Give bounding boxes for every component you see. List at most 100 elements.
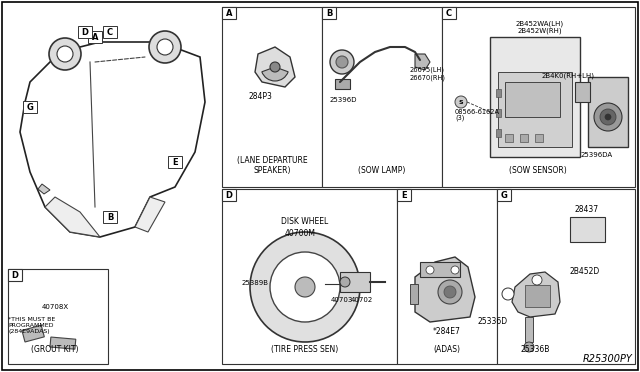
Polygon shape bbox=[255, 47, 295, 87]
Text: B: B bbox=[326, 9, 332, 17]
Polygon shape bbox=[38, 184, 50, 194]
Bar bbox=[410, 284, 418, 304]
Circle shape bbox=[605, 114, 611, 120]
Bar bbox=[222, 189, 397, 364]
Circle shape bbox=[157, 39, 173, 55]
Text: C: C bbox=[446, 9, 452, 17]
Text: 26675(LH): 26675(LH) bbox=[410, 66, 445, 73]
Text: 25389B: 25389B bbox=[242, 280, 269, 286]
Text: (LANE DEPARTURE
SPEAKER): (LANE DEPARTURE SPEAKER) bbox=[237, 155, 307, 175]
Text: D: D bbox=[81, 28, 88, 36]
Bar bbox=[442, 7, 456, 19]
Bar bbox=[397, 189, 497, 364]
Circle shape bbox=[502, 288, 514, 300]
Polygon shape bbox=[415, 54, 430, 70]
Text: *THIS MUST BE
PROGRAMMED
(284E9ADAS): *THIS MUST BE PROGRAMMED (284E9ADAS) bbox=[8, 317, 55, 334]
Circle shape bbox=[49, 38, 81, 70]
Bar bbox=[505, 82, 560, 117]
Bar bbox=[442, 7, 635, 187]
Bar bbox=[496, 129, 501, 137]
Text: A: A bbox=[92, 32, 99, 42]
Text: E: E bbox=[401, 190, 407, 199]
Bar bbox=[496, 109, 501, 117]
Text: 40702: 40702 bbox=[351, 297, 373, 303]
Text: E: E bbox=[172, 157, 178, 167]
Text: (SOW LAMP): (SOW LAMP) bbox=[358, 166, 406, 175]
Bar bbox=[8, 269, 108, 364]
Bar bbox=[525, 285, 550, 307]
Polygon shape bbox=[45, 197, 100, 237]
Circle shape bbox=[524, 342, 534, 352]
Bar bbox=[335, 79, 350, 89]
Circle shape bbox=[438, 280, 462, 304]
Text: *284E7: *284E7 bbox=[433, 327, 461, 336]
Bar bbox=[168, 156, 182, 168]
Circle shape bbox=[340, 277, 350, 287]
Circle shape bbox=[426, 266, 434, 274]
Text: 2B4K0(RH+LH): 2B4K0(RH+LH) bbox=[542, 72, 595, 78]
Bar bbox=[103, 211, 117, 223]
Text: C: C bbox=[107, 28, 113, 36]
Bar bbox=[520, 134, 528, 142]
Bar bbox=[496, 89, 501, 97]
Bar bbox=[535, 134, 543, 142]
Text: S: S bbox=[459, 99, 463, 105]
Circle shape bbox=[330, 50, 354, 74]
Bar bbox=[525, 317, 533, 342]
Circle shape bbox=[270, 252, 340, 322]
Bar bbox=[505, 134, 513, 142]
Circle shape bbox=[336, 56, 348, 68]
Bar bbox=[88, 31, 102, 43]
Circle shape bbox=[250, 232, 360, 342]
Text: 40708X: 40708X bbox=[42, 304, 68, 310]
Bar bbox=[497, 189, 635, 364]
Text: 284P3: 284P3 bbox=[248, 92, 272, 101]
Bar bbox=[23, 101, 37, 113]
Text: 08566-6162A: 08566-6162A bbox=[455, 109, 500, 115]
Bar bbox=[103, 26, 117, 38]
Text: (GROUT KIT): (GROUT KIT) bbox=[31, 345, 79, 354]
Bar bbox=[8, 269, 22, 281]
Text: 25336D: 25336D bbox=[478, 317, 508, 326]
Text: G: G bbox=[27, 103, 33, 112]
Bar bbox=[420, 262, 460, 277]
Text: (3): (3) bbox=[455, 114, 465, 121]
Bar bbox=[78, 26, 92, 38]
Text: 40703: 40703 bbox=[331, 297, 353, 303]
Text: A: A bbox=[226, 9, 232, 17]
Text: (ADAS): (ADAS) bbox=[433, 345, 461, 354]
Bar bbox=[322, 7, 336, 19]
Polygon shape bbox=[20, 42, 205, 237]
Text: 25336B: 25336B bbox=[520, 345, 550, 354]
Circle shape bbox=[451, 266, 459, 274]
Text: 2B452WA(LH): 2B452WA(LH) bbox=[516, 20, 564, 26]
Bar bbox=[498, 72, 572, 147]
Circle shape bbox=[57, 46, 73, 62]
Bar bbox=[50, 337, 76, 349]
Text: 2B452W(RH): 2B452W(RH) bbox=[518, 27, 563, 33]
Bar bbox=[570, 217, 605, 242]
Text: 28437: 28437 bbox=[575, 205, 599, 214]
Text: 26670(RH): 26670(RH) bbox=[410, 74, 446, 80]
Wedge shape bbox=[262, 67, 288, 81]
Bar bbox=[22, 325, 44, 342]
Circle shape bbox=[600, 109, 616, 125]
Text: DISK WHEEL: DISK WHEEL bbox=[282, 217, 328, 226]
Bar bbox=[575, 82, 590, 102]
Text: 25396DA: 25396DA bbox=[581, 152, 613, 158]
Bar bbox=[222, 7, 322, 187]
Text: 25396D: 25396D bbox=[329, 97, 356, 103]
Circle shape bbox=[270, 62, 280, 72]
Text: D: D bbox=[225, 190, 232, 199]
Text: B: B bbox=[107, 212, 113, 221]
Circle shape bbox=[295, 277, 315, 297]
Bar bbox=[322, 7, 442, 187]
Bar bbox=[497, 189, 511, 201]
Polygon shape bbox=[512, 272, 560, 317]
Circle shape bbox=[532, 275, 542, 285]
Text: (TIRE PRESS SEN): (TIRE PRESS SEN) bbox=[271, 345, 339, 354]
Text: (SOW SENSOR): (SOW SENSOR) bbox=[509, 166, 567, 175]
Bar bbox=[490, 37, 580, 157]
Text: D: D bbox=[12, 270, 19, 279]
Bar bbox=[340, 272, 370, 292]
